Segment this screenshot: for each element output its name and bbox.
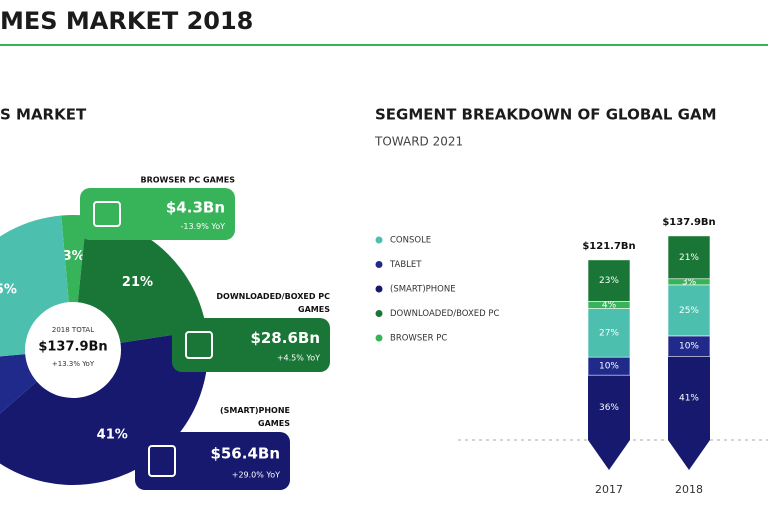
legend-label: BROWSER PC: [390, 334, 447, 344]
segment-label: 21%: [679, 253, 699, 263]
page-title: MES MARKET 2018: [0, 7, 253, 35]
segment-label: 21%: [122, 275, 153, 290]
bar-total: $121.7Bn: [582, 241, 635, 252]
legend-swatch: [375, 285, 383, 293]
segment-label: 27%: [599, 328, 619, 338]
center-amount: $137.9Bn: [38, 340, 107, 355]
donut-segment: [0, 215, 69, 357]
legend-label: TABLET: [389, 260, 422, 270]
donut-title: S MARKET: [0, 106, 87, 124]
callout-title: (SMART)PHONE GAMES: [220, 406, 290, 428]
callout-change: -13.9% YoY: [181, 222, 226, 231]
bar-segment: [668, 356, 710, 470]
segment-label: 41%: [97, 427, 128, 442]
x-tick-label: 2018: [675, 483, 703, 496]
bar-segment: [667, 284, 711, 337]
segment-label: 10%: [599, 362, 619, 372]
segment-label: 10%: [679, 342, 699, 352]
legend-swatch: [375, 261, 383, 268]
segment-label: 41%: [679, 394, 699, 404]
bar-segment: [667, 235, 711, 280]
segment-label: 23%: [599, 276, 619, 286]
legend-label: (SMART)PHONE: [390, 285, 456, 295]
x-tick-label: 2017: [595, 483, 623, 496]
center-label: 2018 TOTAL: [52, 326, 94, 334]
segment-label: 25%: [0, 282, 17, 297]
callout-icon: [148, 445, 176, 477]
legend-swatch: [375, 310, 383, 317]
legend-label: CONSOLE: [390, 236, 431, 246]
donut-segment: [0, 354, 37, 414]
segment-label: 3%: [682, 277, 697, 287]
callout-change: +29.0% YoY: [232, 470, 280, 479]
callout-icon: [93, 201, 121, 227]
donut-segment: [61, 215, 87, 303]
callout-box: [80, 188, 235, 240]
legend-swatch: [375, 334, 383, 342]
legend-swatch: [375, 236, 383, 244]
title-rule: [0, 44, 768, 46]
segment-label: 4%: [602, 300, 617, 310]
segment-label: 3%: [63, 249, 85, 264]
callout-amount: $56.4Bn: [210, 445, 280, 463]
callout-title: DOWNLOADED/BOXED PC GAMES: [216, 292, 330, 314]
callout-icon: [185, 331, 213, 359]
callout-amount: $28.6Bn: [250, 329, 320, 347]
segment-label: 25%: [679, 306, 699, 316]
bar-segment: [587, 308, 631, 358]
center-change: +13.3% YoY: [52, 360, 95, 368]
bar-title: SEGMENT BREAKDOWN OF GLOBAL GAM: [375, 106, 717, 124]
bar-subtitle: TOWARD 2021: [374, 135, 463, 149]
callout-change: +4.5% YoY: [277, 353, 320, 362]
legend-label: DOWNLOADED/BOXED PC: [390, 309, 500, 319]
callout-box: [172, 318, 330, 372]
donut-hole: [26, 303, 120, 397]
bar-segment: [587, 259, 631, 302]
bar-segment: [588, 375, 630, 470]
callout-amount: $4.3Bn: [166, 198, 225, 216]
callout-title: BROWSER PC GAMES: [140, 176, 235, 185]
donut-segment: [77, 215, 207, 343]
segment-label: 36%: [599, 403, 619, 413]
bar-total: $137.9Bn: [662, 217, 715, 228]
